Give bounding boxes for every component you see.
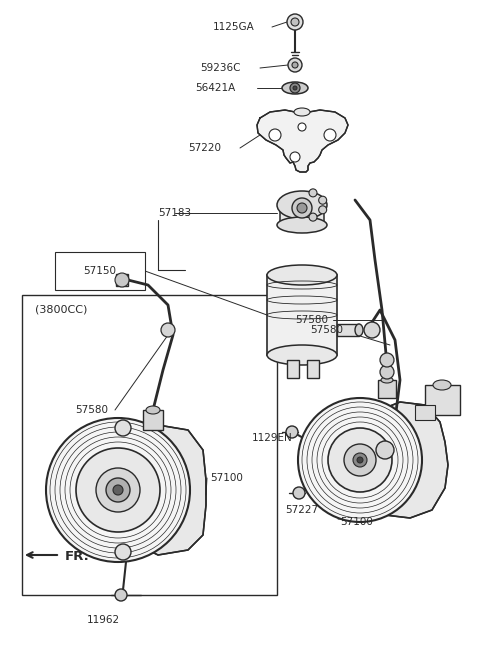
Bar bbox=[287, 360, 299, 378]
Circle shape bbox=[115, 420, 131, 436]
Circle shape bbox=[324, 129, 336, 141]
Text: 57220: 57220 bbox=[188, 143, 221, 153]
Circle shape bbox=[288, 58, 302, 72]
Circle shape bbox=[113, 485, 123, 495]
Text: 59236C: 59236C bbox=[200, 63, 240, 73]
Text: 57580: 57580 bbox=[310, 325, 343, 335]
Ellipse shape bbox=[277, 217, 327, 233]
Circle shape bbox=[161, 323, 175, 337]
Bar bbox=[415, 405, 435, 420]
Bar bbox=[22, 295, 277, 595]
Ellipse shape bbox=[433, 380, 451, 390]
Bar bbox=[378, 380, 396, 398]
Circle shape bbox=[290, 83, 300, 93]
Circle shape bbox=[380, 353, 394, 367]
Text: 57100: 57100 bbox=[210, 473, 243, 483]
Ellipse shape bbox=[267, 345, 337, 365]
Circle shape bbox=[291, 18, 299, 26]
Circle shape bbox=[293, 487, 305, 499]
Circle shape bbox=[297, 203, 307, 213]
Text: 57227: 57227 bbox=[285, 505, 318, 515]
Text: 57100: 57100 bbox=[340, 517, 373, 527]
Circle shape bbox=[319, 206, 327, 214]
Circle shape bbox=[298, 398, 422, 522]
Bar bbox=[337, 324, 359, 336]
Polygon shape bbox=[257, 110, 348, 172]
Circle shape bbox=[376, 441, 394, 459]
Circle shape bbox=[319, 196, 327, 204]
Ellipse shape bbox=[381, 377, 393, 383]
Bar bbox=[116, 274, 128, 286]
Circle shape bbox=[309, 189, 317, 197]
Ellipse shape bbox=[277, 191, 327, 219]
Circle shape bbox=[292, 198, 312, 218]
Circle shape bbox=[292, 62, 298, 68]
Bar bbox=[307, 360, 319, 378]
Ellipse shape bbox=[146, 406, 160, 414]
Circle shape bbox=[96, 468, 140, 512]
Circle shape bbox=[286, 426, 298, 438]
Circle shape bbox=[115, 544, 131, 560]
Circle shape bbox=[364, 322, 380, 338]
Circle shape bbox=[46, 418, 190, 562]
Text: 1125GA: 1125GA bbox=[213, 22, 255, 32]
Circle shape bbox=[298, 123, 306, 131]
Circle shape bbox=[357, 457, 363, 463]
Circle shape bbox=[328, 428, 392, 492]
Bar bbox=[267, 275, 337, 355]
Text: 11962: 11962 bbox=[86, 615, 120, 625]
Text: FR.: FR. bbox=[65, 551, 90, 564]
Circle shape bbox=[115, 589, 127, 601]
Circle shape bbox=[115, 273, 129, 287]
Circle shape bbox=[353, 453, 367, 467]
Text: 57580: 57580 bbox=[295, 315, 328, 325]
Bar bbox=[143, 410, 163, 430]
Text: 57183: 57183 bbox=[158, 208, 191, 218]
Ellipse shape bbox=[282, 82, 308, 94]
Polygon shape bbox=[138, 425, 206, 555]
Bar bbox=[425, 385, 460, 415]
Bar bbox=[280, 205, 324, 225]
Ellipse shape bbox=[294, 108, 310, 116]
Text: 57580: 57580 bbox=[75, 405, 108, 415]
Ellipse shape bbox=[267, 265, 337, 285]
Circle shape bbox=[287, 14, 303, 30]
Circle shape bbox=[106, 478, 130, 502]
Circle shape bbox=[269, 129, 281, 141]
Circle shape bbox=[344, 444, 376, 476]
Text: 56421A: 56421A bbox=[195, 83, 235, 93]
Text: 1129EN: 1129EN bbox=[252, 433, 293, 443]
Text: (3800CC): (3800CC) bbox=[35, 305, 87, 315]
Circle shape bbox=[293, 86, 297, 90]
Ellipse shape bbox=[355, 324, 363, 336]
Text: 57150: 57150 bbox=[84, 266, 117, 276]
Bar bbox=[55, 252, 145, 290]
Polygon shape bbox=[380, 402, 448, 518]
Circle shape bbox=[309, 213, 317, 221]
Circle shape bbox=[76, 448, 160, 532]
Circle shape bbox=[380, 365, 394, 379]
Circle shape bbox=[290, 152, 300, 162]
